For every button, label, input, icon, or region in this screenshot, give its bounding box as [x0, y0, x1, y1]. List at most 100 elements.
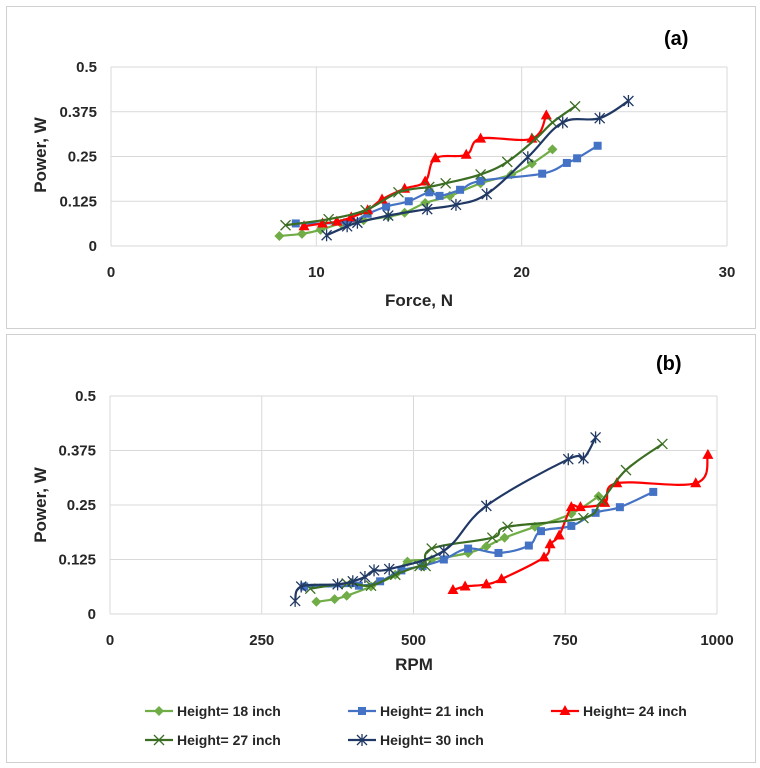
legend-entry-h18: Height= 18 inch — [145, 703, 281, 719]
panel-a-series-h24-point — [331, 215, 343, 226]
panel-b-y-tick-label: 0.375 — [58, 443, 96, 460]
panel-a-series-h27-point — [323, 213, 335, 225]
panel-b-series-h30-point — [578, 452, 589, 465]
panel-b-series-h21-point — [615, 503, 624, 512]
legend-marker-h18 — [154, 706, 164, 716]
legend-entry-h30: Height= 30 inch — [348, 732, 484, 748]
panel-a-series-h27-point — [393, 186, 404, 198]
panel-b-series-h24-point — [553, 529, 565, 540]
panel-a-series-h21-point — [435, 191, 444, 200]
panel-a-y-tick-label: 0.125 — [59, 193, 97, 210]
panel-a-y-tick-label: 0.375 — [59, 104, 97, 121]
panel-b-series-h21-point — [524, 541, 533, 550]
panel-b-series-h30-point — [289, 594, 301, 607]
panel-a-series-h27-point — [569, 100, 581, 112]
legend-marker-h27 — [153, 734, 165, 746]
legend-label-h27: Height= 27 inch — [177, 732, 281, 748]
panel-a-series-h30-point — [522, 151, 534, 164]
panel-b-series-h18-point — [311, 596, 322, 607]
panel-a-series-h30 — [321, 95, 634, 242]
panel-b-series-h27-point — [620, 464, 632, 476]
panel-a-series-h30-point — [557, 116, 569, 129]
panel-a-series-h27-point — [423, 181, 435, 193]
panel-a-grid — [110, 66, 728, 247]
panel-a-series-h27-point — [440, 177, 452, 189]
panel-a-label: (a) — [664, 28, 688, 50]
panel-b-series-h18-point — [499, 532, 510, 543]
panel-b-x-tick-label: 250 — [249, 632, 274, 649]
chart-panel-a: (a) Power, W Force, N 0 0.125 0.25 0.375 0.5… — [31, 28, 735, 310]
panel-b-series-h24-point — [574, 501, 586, 512]
panel-a-series-h27 — [280, 100, 581, 231]
panel-a-series-h24-point — [298, 220, 310, 231]
panel-a-y-tick-label: 0.5 — [76, 59, 97, 76]
panel-b-x-axis-title: RPM — [395, 655, 433, 674]
legend-label-h30: Height= 30 inch — [380, 732, 484, 748]
panel-b-series-h24-point — [690, 477, 702, 488]
panel-b-series-h27-point — [365, 580, 377, 592]
legend-entry-h24: Height= 24 inch — [551, 703, 687, 719]
panel-a-series-h21-point — [425, 188, 434, 197]
panel-a-series-h27-point — [547, 117, 558, 128]
chart-panel-b: (b) Power, W RPM 0 0.125 0.25 0.375 0.5 0 250 5… — [31, 353, 734, 674]
legend-entry-h21: Height= 21 inch — [348, 703, 484, 719]
panel-b-series-h24-point — [538, 551, 550, 562]
panel-b-series-h27-point — [502, 521, 514, 533]
panel-a-series-h21-point — [593, 141, 602, 150]
panel-a-series-h27-point — [475, 168, 487, 180]
panel-b-series-h21-point — [439, 555, 448, 564]
panel-a-series-h30-point — [481, 188, 493, 201]
panel-a-series-h21-point — [476, 176, 485, 185]
panel-a-frame — [6, 6, 756, 329]
panel-b-series-h30-point — [332, 578, 344, 591]
panel-b-y-tick-label: 0 — [88, 606, 96, 623]
panel-a-x-tick-label: 20 — [513, 264, 530, 281]
panel-a-series-h21-point — [562, 158, 571, 167]
legend-marker-h30 — [356, 734, 368, 746]
panel-a-series-h30-point — [421, 203, 433, 216]
panel-b-series-h30-point — [590, 431, 602, 444]
panel-a-series-h21-point — [573, 154, 582, 163]
panel-b-series-h30-point — [347, 575, 359, 588]
panel-b-x-tick-label: 0 — [106, 632, 114, 649]
panel-b-series-h24-point — [544, 538, 556, 549]
panel-b-x-tick-label: 1000 — [700, 632, 733, 649]
panel-a-y-tick-label: 0.25 — [68, 149, 97, 166]
panel-b-series-h18-point — [329, 594, 340, 605]
panel-a-x-tick-label: 10 — [308, 264, 325, 281]
panel-a-series-h30-point — [321, 229, 333, 242]
panel-b-series-h21-point — [649, 487, 658, 496]
panel-b-series-h21-point — [494, 548, 503, 557]
panel-b-series-h27-point — [578, 512, 589, 524]
chart-legend: Height= 18 inch Height= 21 inch Height= 24… — [145, 703, 687, 748]
panel-a-series-h21-point — [382, 202, 391, 211]
panel-b-series-h27 — [304, 438, 668, 595]
panel-a-y-tick-label: 0 — [89, 238, 97, 255]
panel-b-series-h30-point — [368, 564, 380, 577]
panel-b-y-tick-label: 0.25 — [67, 497, 96, 514]
panel-a-series-h18-point — [526, 158, 537, 169]
panel-a-series-h30-point — [382, 209, 394, 222]
panel-b-series-h24-point — [447, 584, 459, 595]
panel-b-series-h18-point — [481, 541, 492, 552]
panel-a-series-h24-point — [475, 132, 487, 143]
panel-b-series-h21-point — [397, 566, 406, 575]
legend-label-h21: Height= 21 inch — [380, 703, 484, 719]
panel-b-series-h30-point — [295, 580, 307, 593]
panel-b-series-h30-point — [359, 570, 371, 583]
panel-b-x-tick-label: 750 — [553, 632, 578, 649]
panel-a-series-h24-point — [376, 193, 388, 204]
panel-a-series-h21-point — [538, 169, 547, 178]
panel-a-series-h18-point — [296, 228, 307, 239]
panel-b-series-h27-point — [596, 495, 608, 507]
panel-a-series-h27-point — [280, 219, 291, 231]
panel-a-x-axis-title: Force, N — [385, 291, 453, 310]
panel-a-series-h30-point — [351, 216, 363, 229]
panel-a-series-h21-point — [404, 197, 413, 206]
panel-b-series-h30 — [289, 431, 602, 607]
panel-b-series-h24 — [447, 448, 714, 595]
panel-b-y-tick-label: 0.5 — [75, 388, 96, 405]
panel-b-series-h30-point — [383, 563, 395, 576]
panel-b-series-h21-point — [464, 544, 473, 553]
panel-a-series-h30-point — [450, 198, 462, 211]
